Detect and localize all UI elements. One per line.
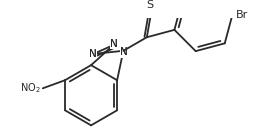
Text: N: N xyxy=(120,47,128,57)
Text: N: N xyxy=(110,39,118,49)
Text: S: S xyxy=(146,0,154,10)
Text: N: N xyxy=(89,49,97,59)
Text: NO$_2$: NO$_2$ xyxy=(20,81,41,95)
Text: N: N xyxy=(89,49,97,59)
Text: N: N xyxy=(89,49,97,59)
Text: N: N xyxy=(120,47,128,57)
Text: NO$_2$: NO$_2$ xyxy=(20,81,41,95)
Text: N: N xyxy=(110,39,118,49)
Text: N: N xyxy=(110,39,118,49)
Text: Br: Br xyxy=(236,10,248,20)
Text: N: N xyxy=(120,47,128,57)
